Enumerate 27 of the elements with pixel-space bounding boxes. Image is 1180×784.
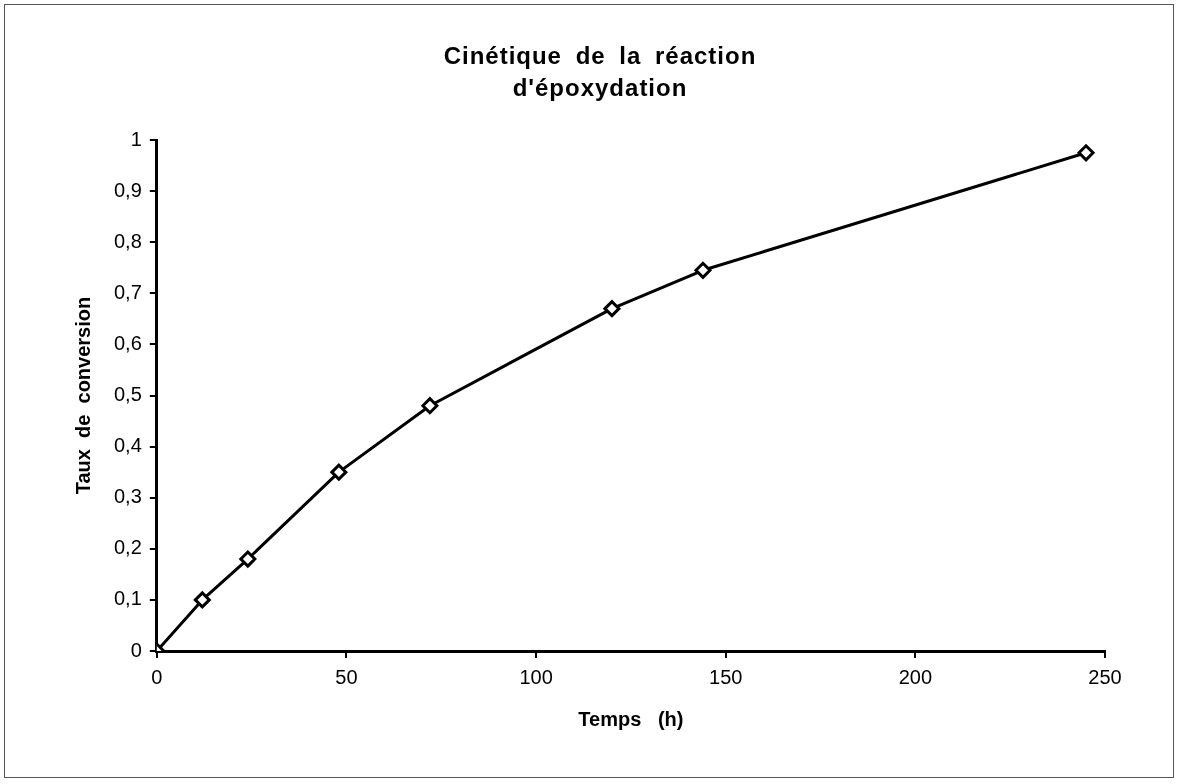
x-tick-label: 200: [898, 665, 933, 688]
point: [330, 463, 348, 481]
y-tick-label: 0,6: [113, 331, 142, 354]
x-tick-label: 250: [1088, 665, 1122, 688]
y-tick-label: 0: [130, 638, 142, 661]
x-tick-label: 100: [519, 665, 553, 688]
y-tick-label: 0,2: [113, 536, 142, 559]
point: [421, 397, 439, 415]
y-tick-label: 0,8: [113, 229, 142, 252]
y-tick-label: 0,9: [113, 178, 142, 201]
x-tick-label: 0: [151, 665, 163, 688]
point: [603, 300, 621, 318]
y-tick-label: 1: [130, 127, 142, 150]
y-tick-label: 0,4: [113, 434, 142, 457]
point: [239, 550, 257, 568]
y-tick-label: 0,5: [113, 383, 142, 406]
point: [193, 591, 211, 609]
point: [1077, 144, 1095, 162]
point: [694, 261, 712, 279]
y-tick-label: 0,7: [113, 280, 142, 303]
x-tick-label: 50: [335, 665, 358, 688]
x-axis-title: Temps (h): [578, 707, 684, 730]
y-tick-label: 0,1: [113, 587, 142, 610]
x-tick-label: 150: [709, 665, 743, 688]
y-axis-title: Taux de conversion: [71, 296, 94, 495]
chart-title: Cinétique de la réaction d'époxydation: [442, 41, 758, 103]
y-tick-label: 0,3: [113, 485, 142, 508]
